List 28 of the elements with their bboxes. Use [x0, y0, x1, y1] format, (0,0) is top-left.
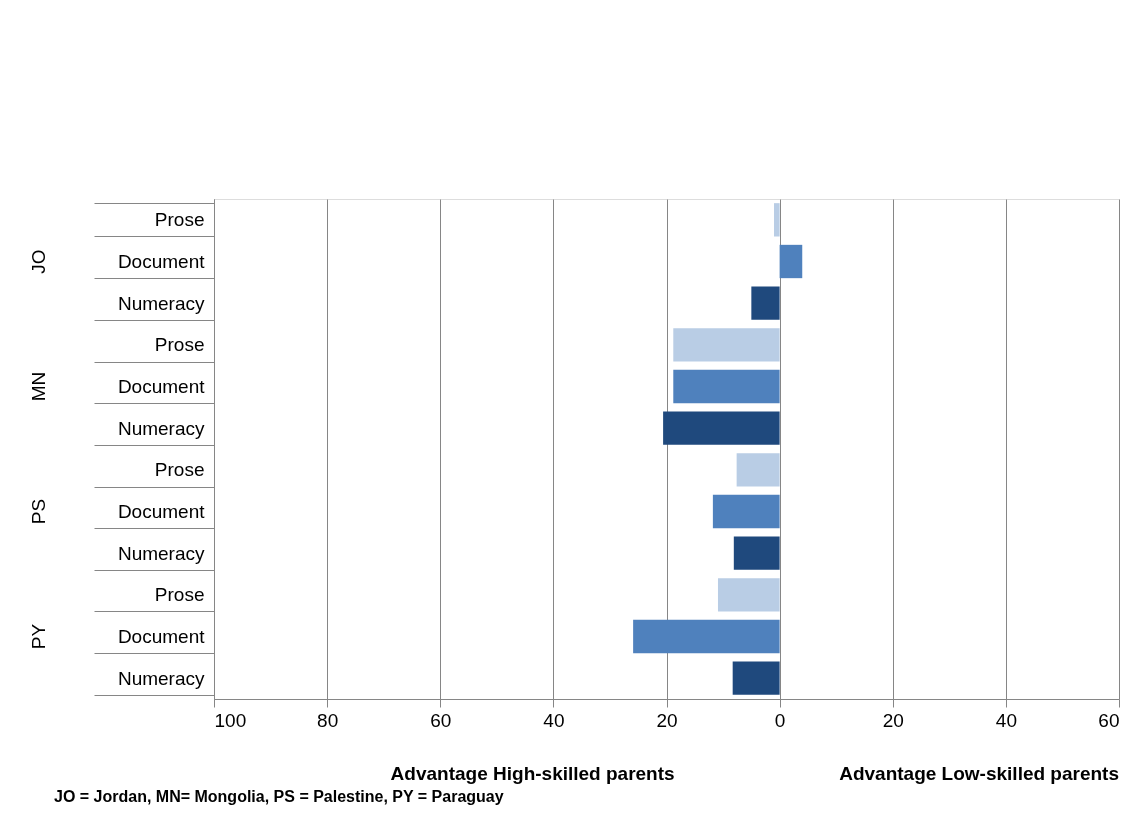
text: Advantage High-skilled parents [390, 763, 675, 784]
x-tick-label: 20 [882, 709, 904, 731]
x-tick-label: 20 [656, 709, 678, 731]
text: PS [28, 498, 49, 525]
y-tick-label: Numeracy [117, 667, 205, 689]
x-tick-label: 60 [1098, 709, 1120, 731]
y-tick-label: Numeracy [117, 417, 205, 439]
y-tick-label: Document [117, 376, 206, 397]
text: Advantage Low-skilled parents [839, 763, 1119, 784]
x-tick-label: 0 [774, 709, 786, 731]
y-tick-label: Prose [154, 584, 205, 606]
y-tick-label: Document [117, 626, 206, 647]
x-tick-label: 60 [430, 709, 452, 731]
y-tick-label: Prose [154, 459, 205, 481]
x-tick-label: 80 [317, 709, 339, 731]
y-tick-label: Prose [154, 209, 205, 231]
y-tick-label: Document [117, 501, 206, 522]
text: JO [28, 249, 49, 274]
x-tick-label: 40 [995, 709, 1017, 731]
text: MN [28, 371, 49, 402]
x-tick-label: 40 [543, 709, 565, 731]
y-tick-label: Numeracy [117, 542, 205, 564]
x-tick-label: 100 [214, 709, 247, 731]
text: JO = Jordan, MN= Mongolia, PS = Palestine, PY = Paraguay [54, 788, 504, 805]
text: PY [28, 623, 49, 650]
y-tick-label: Document [117, 251, 206, 272]
y-tick-label: Numeracy [117, 292, 205, 314]
y-tick-label: Prose [154, 334, 205, 356]
